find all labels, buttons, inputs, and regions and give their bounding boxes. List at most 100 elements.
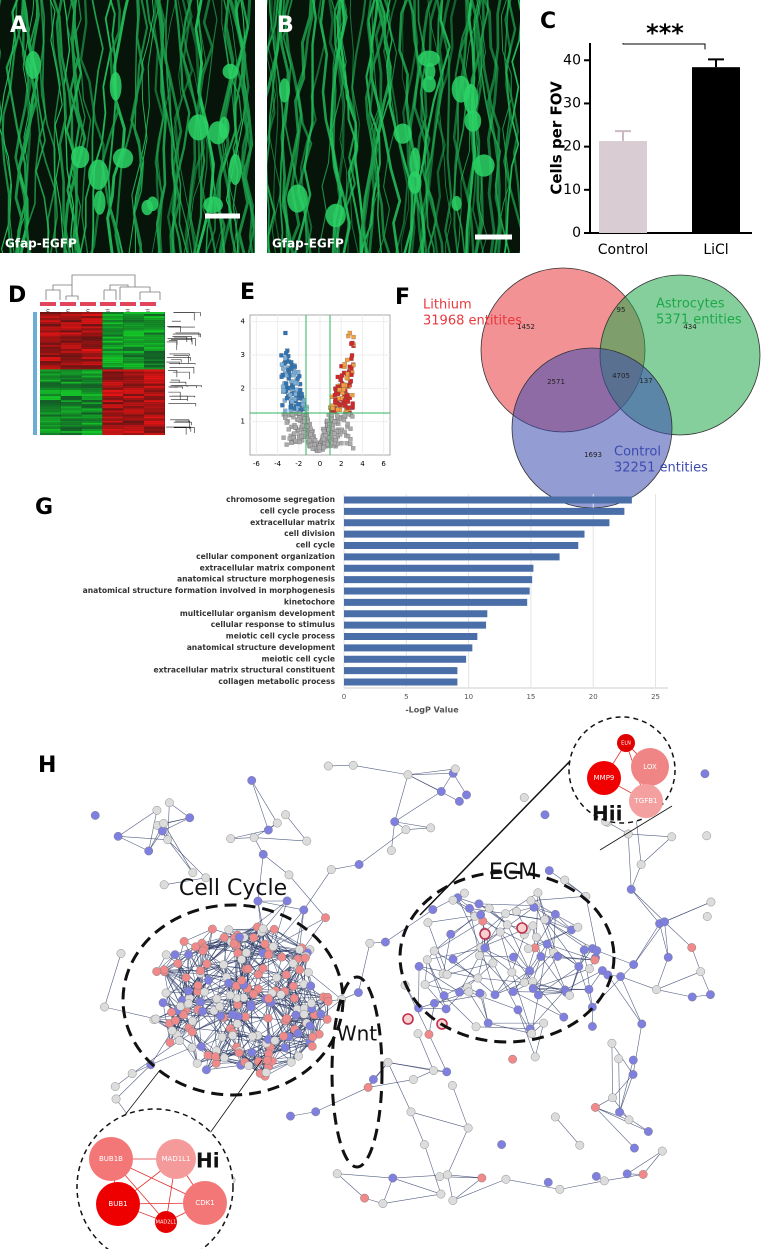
volcano-point <box>351 446 356 451</box>
cell-body <box>93 190 106 215</box>
heatmap-cell <box>123 355 144 358</box>
bar <box>692 67 740 233</box>
network-node <box>300 953 310 963</box>
network-edge <box>387 1062 412 1113</box>
network-edge <box>499 931 513 973</box>
column-marker <box>40 302 56 306</box>
network-node <box>428 905 438 914</box>
heatmap-cell <box>81 320 103 323</box>
fiber <box>39 0 59 253</box>
volcano-point <box>317 445 322 450</box>
network-edge <box>337 1173 393 1179</box>
volcano-point <box>337 387 342 392</box>
x-tick-label: 0 <box>318 460 322 468</box>
volcano-point <box>351 334 356 340</box>
network-node <box>526 896 536 906</box>
heatmap-cell <box>81 346 103 349</box>
network-edge <box>308 972 342 1000</box>
bar <box>344 542 579 549</box>
network-edge <box>427 947 485 961</box>
heatmap-cell <box>81 389 103 392</box>
volcano-point <box>345 399 351 404</box>
volcano-point <box>341 417 347 423</box>
fiber <box>63 0 75 253</box>
heatmap-cell <box>81 344 103 347</box>
network-edge <box>358 943 371 993</box>
fiber <box>336 0 362 253</box>
volcano-point <box>293 391 298 397</box>
fiber <box>55 0 72 253</box>
network-edge <box>618 1058 620 1113</box>
heatmap-cell <box>123 314 144 317</box>
network-node <box>306 981 316 991</box>
heatmap-cell <box>81 414 103 417</box>
cell-body <box>278 78 291 103</box>
fiber <box>267 0 282 253</box>
network-node <box>585 964 594 974</box>
network-edge <box>245 968 276 992</box>
column-marker <box>60 302 76 306</box>
network-node <box>667 832 677 842</box>
network-node <box>533 990 543 1000</box>
heatmap-cell <box>144 348 165 351</box>
row-dendrogram <box>169 353 190 356</box>
heatmap-cell <box>81 418 103 421</box>
network-edge <box>418 1007 447 1010</box>
bar <box>344 655 467 663</box>
heatmap-cell <box>144 416 165 419</box>
heatmap-cell <box>144 353 165 356</box>
network-node <box>629 960 639 970</box>
network-edge <box>367 1062 389 1088</box>
heatmap-cell <box>123 387 144 390</box>
row-dendrogram <box>167 338 196 346</box>
network-node <box>113 831 123 841</box>
heatmap-cell <box>81 398 103 401</box>
heatmap-cell <box>81 367 103 370</box>
heatmap-cell <box>81 424 103 427</box>
network-edge <box>640 836 672 865</box>
heatmap-cell <box>81 318 103 321</box>
heatmap-cell <box>40 389 61 392</box>
network-edge <box>630 864 642 890</box>
heatmap-cell <box>81 379 103 382</box>
network-node <box>295 945 304 954</box>
heatmap-cell <box>81 394 103 397</box>
heatmap-cell <box>123 342 144 345</box>
network-node <box>272 973 282 982</box>
network-node <box>544 866 554 876</box>
network-edge <box>239 900 288 938</box>
cell-body <box>25 51 41 79</box>
column-marker <box>80 302 96 306</box>
heatmap-cell <box>144 422 165 425</box>
network-edge <box>257 901 264 929</box>
cell-body <box>407 171 422 194</box>
network-node <box>187 1042 197 1052</box>
y-tick-label: collagen metabolic process <box>218 677 335 686</box>
heatmap-cell <box>60 312 82 315</box>
volcano-point <box>345 405 350 410</box>
heatmap-cell <box>60 389 82 392</box>
network-node <box>288 959 298 968</box>
heatmap-cell <box>123 330 144 333</box>
network-edge <box>241 954 269 981</box>
heatmap-cell <box>60 324 82 327</box>
heatmap-cell <box>60 371 82 374</box>
fiber <box>360 0 392 253</box>
network-node <box>533 888 543 898</box>
volcano-point <box>286 376 291 381</box>
network-edge <box>544 919 580 967</box>
heatmap-cell <box>123 367 144 370</box>
heatmap-cell <box>60 379 82 382</box>
network-node <box>423 918 433 928</box>
row-dendrogram <box>166 341 178 350</box>
heatmap-cell <box>60 363 82 366</box>
gene-label: BUB1 <box>108 1200 127 1208</box>
heatmap-cell <box>123 391 144 395</box>
volcano-point <box>332 393 338 398</box>
network-edge <box>484 913 506 933</box>
network-node <box>249 933 259 942</box>
network-node <box>523 944 533 953</box>
fiber <box>436 0 453 253</box>
volcano-point <box>280 384 286 389</box>
network-edge <box>407 773 454 776</box>
